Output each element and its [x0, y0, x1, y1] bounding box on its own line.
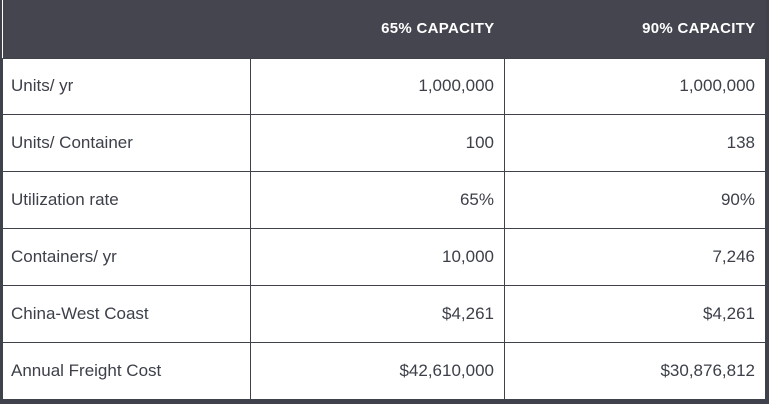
- value-65-capacity: 1,000,000: [250, 57, 505, 116]
- value-65-capacity: 100: [250, 114, 505, 173]
- value-90-capacity: 90%: [504, 171, 766, 230]
- value-65-capacity: 10,000: [250, 228, 505, 287]
- row-label: Units/ yr: [2, 57, 251, 116]
- header-65-capacity: 65% CAPACITY: [250, 0, 505, 58]
- table-row: Containers/ yr 10,000 7,246: [2, 228, 766, 287]
- value-65-capacity: $42,610,000: [250, 342, 505, 400]
- table-row: Annual Freight Cost $42,610,000 $30,876,…: [2, 342, 766, 400]
- value-90-capacity: $30,876,812: [504, 342, 766, 400]
- header-90-capacity: 90% CAPACITY: [504, 0, 766, 58]
- row-label: Annual Freight Cost: [2, 342, 251, 400]
- value-90-capacity: 7,246: [504, 228, 766, 287]
- row-label: Units/ Container: [2, 114, 251, 173]
- table-header-row: 65% CAPACITY 90% CAPACITY: [2, 0, 766, 58]
- table-row: Units/ yr 1,000,000 1,000,000: [2, 57, 766, 116]
- value-65-capacity: 65%: [250, 171, 505, 230]
- table-row: China-West Coast $4,261 $4,261: [2, 285, 766, 344]
- header-spacer-cell: [2, 0, 251, 58]
- table-row: Units/ Container 100 138: [2, 114, 766, 173]
- value-90-capacity: 138: [504, 114, 766, 173]
- row-label: Utilization rate: [2, 171, 251, 230]
- row-label: China-West Coast: [2, 285, 251, 344]
- value-65-capacity: $4,261: [250, 285, 505, 344]
- value-90-capacity: 1,000,000: [504, 57, 766, 116]
- table-row: Utilization rate 65% 90%: [2, 171, 766, 230]
- row-label: Containers/ yr: [2, 228, 251, 287]
- value-90-capacity: $4,261: [504, 285, 766, 344]
